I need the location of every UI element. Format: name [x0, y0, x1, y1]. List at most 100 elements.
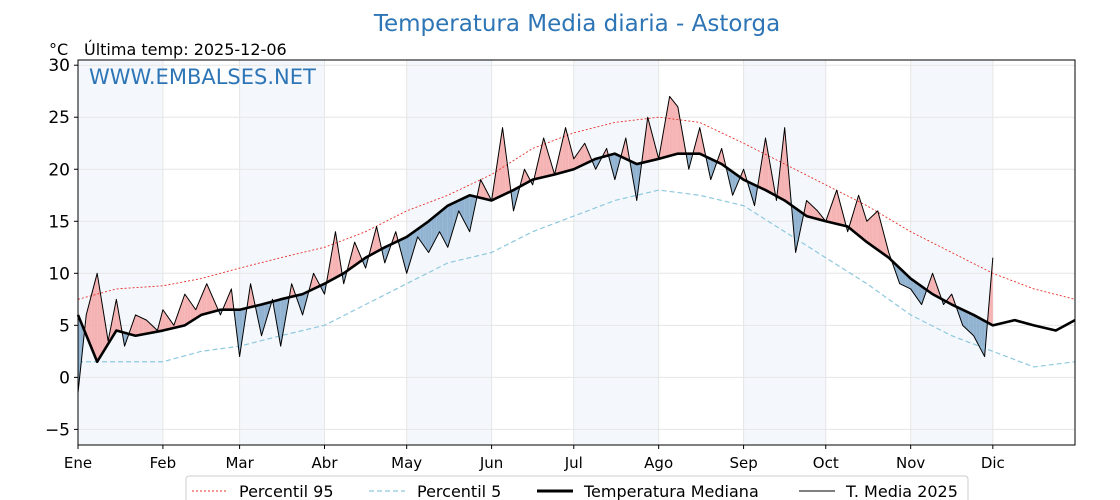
above-median-fill — [357, 248, 361, 264]
series-line-3 — [77, 95, 994, 394]
below-median-fill — [472, 195, 476, 219]
below-median-fill — [428, 219, 432, 253]
deviation-fills — [78, 96, 993, 393]
legend-label-2025: T. Media 2025 — [845, 482, 958, 500]
below-median-fill — [729, 169, 733, 196]
below-median-fill — [968, 312, 971, 334]
above-median-fill — [812, 205, 815, 219]
above-median-fill — [146, 320, 150, 334]
above-median-fill — [875, 210, 878, 250]
below-median-fill — [902, 270, 906, 287]
above-median-fill — [162, 309, 166, 331]
above-median-fill — [225, 295, 229, 310]
above-median-fill — [499, 127, 503, 197]
above-median-fill — [351, 242, 355, 268]
above-median-fill — [538, 149, 541, 179]
x-tick-label: Sep — [729, 454, 757, 472]
x-tick-label: Mar — [225, 454, 254, 472]
above-median-fill — [549, 156, 552, 176]
above-median-fill — [190, 301, 194, 322]
x-tick-label: Abr — [312, 454, 339, 472]
below-median-fill — [302, 292, 306, 315]
month-bands — [78, 60, 993, 445]
above-median-fill — [494, 164, 498, 200]
below-median-fill — [436, 212, 440, 237]
above-median-fill — [99, 290, 103, 358]
above-median-fill — [883, 231, 887, 256]
above-median-fill — [872, 213, 876, 248]
above-median-fill — [850, 213, 854, 231]
month-band-mar — [239, 60, 325, 445]
below-median-fill — [439, 210, 443, 237]
x-tick-label: Ago — [644, 454, 673, 472]
above-median-fill — [524, 169, 528, 185]
above-median-fill — [760, 154, 763, 189]
above-median-fill — [623, 138, 626, 159]
above-median-fill — [483, 184, 487, 200]
series-line-0 — [77, 116, 1076, 300]
below-median-fill — [412, 231, 415, 256]
legend: Percentil 95 Percentil 5 Temperatura Med… — [185, 475, 969, 500]
above-median-fill — [562, 127, 566, 173]
below-median-fill — [461, 197, 465, 222]
y-axis: −5 0 5 10 15 20 25 30 — [45, 56, 78, 440]
above-median-fill — [557, 151, 561, 174]
above-median-fill — [151, 325, 155, 333]
above-median-fill — [376, 226, 380, 252]
below-median-fill — [751, 183, 755, 206]
x-tick-label: Dic — [981, 454, 1005, 472]
above-median-fill — [866, 218, 870, 245]
above-median-fill — [143, 318, 147, 335]
above-median-fill — [329, 247, 333, 281]
below-median-fill — [434, 214, 437, 243]
above-median-fill — [102, 307, 106, 353]
series-lines — [76, 95, 1076, 394]
above-median-fill — [828, 205, 832, 223]
above-median-fill — [576, 151, 580, 168]
above-median-fill — [579, 147, 582, 167]
x-tick-label: Jun — [479, 454, 503, 472]
above-median-fill — [697, 127, 700, 154]
below-median-fill — [445, 205, 448, 248]
above-median-fill — [935, 281, 939, 298]
above-median-fill — [806, 200, 810, 217]
below-median-fill — [420, 225, 424, 245]
above-median-fill — [168, 317, 172, 330]
below-median-fill — [239, 309, 243, 357]
below-median-fill — [321, 283, 325, 295]
above-median-fill — [212, 296, 215, 312]
above-median-fill — [699, 127, 703, 155]
above-median-fill — [653, 138, 656, 161]
month-band-ene — [78, 60, 163, 445]
above-median-fill — [661, 127, 665, 159]
below-median-fill — [464, 196, 467, 227]
below-median-fill — [299, 294, 303, 315]
above-median-fill — [571, 148, 574, 170]
above-median-fill — [88, 294, 92, 349]
above-median-fill — [877, 210, 881, 252]
below-median-fill — [450, 203, 454, 239]
x-tick-label: Jul — [564, 454, 583, 472]
below-median-fill — [80, 321, 84, 367]
below-median-fill — [981, 319, 985, 357]
month-band-nov — [910, 60, 993, 445]
below-median-fill — [423, 223, 426, 249]
above-median-fill — [184, 294, 188, 326]
above-median-fill — [779, 151, 782, 199]
below-median-fill — [916, 282, 919, 301]
x-tick-label: Oct — [813, 454, 839, 472]
above-median-fill — [94, 273, 98, 362]
legend-label-p5: Percentil 5 — [417, 482, 501, 500]
below-median-fill — [965, 311, 969, 331]
above-median-fill — [165, 313, 169, 330]
above-median-fill — [176, 309, 180, 328]
above-median-fill — [781, 127, 785, 201]
month-band-may — [406, 60, 492, 445]
above-median-fill — [669, 96, 673, 156]
x-tick-label: Nov — [896, 454, 925, 472]
above-median-fill — [135, 314, 139, 336]
below-median-fill — [896, 265, 900, 284]
below-median-fill — [414, 229, 418, 246]
series-line-2 — [76, 152, 1076, 364]
